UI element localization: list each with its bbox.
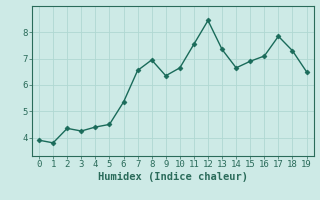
X-axis label: Humidex (Indice chaleur): Humidex (Indice chaleur) [98, 172, 248, 182]
